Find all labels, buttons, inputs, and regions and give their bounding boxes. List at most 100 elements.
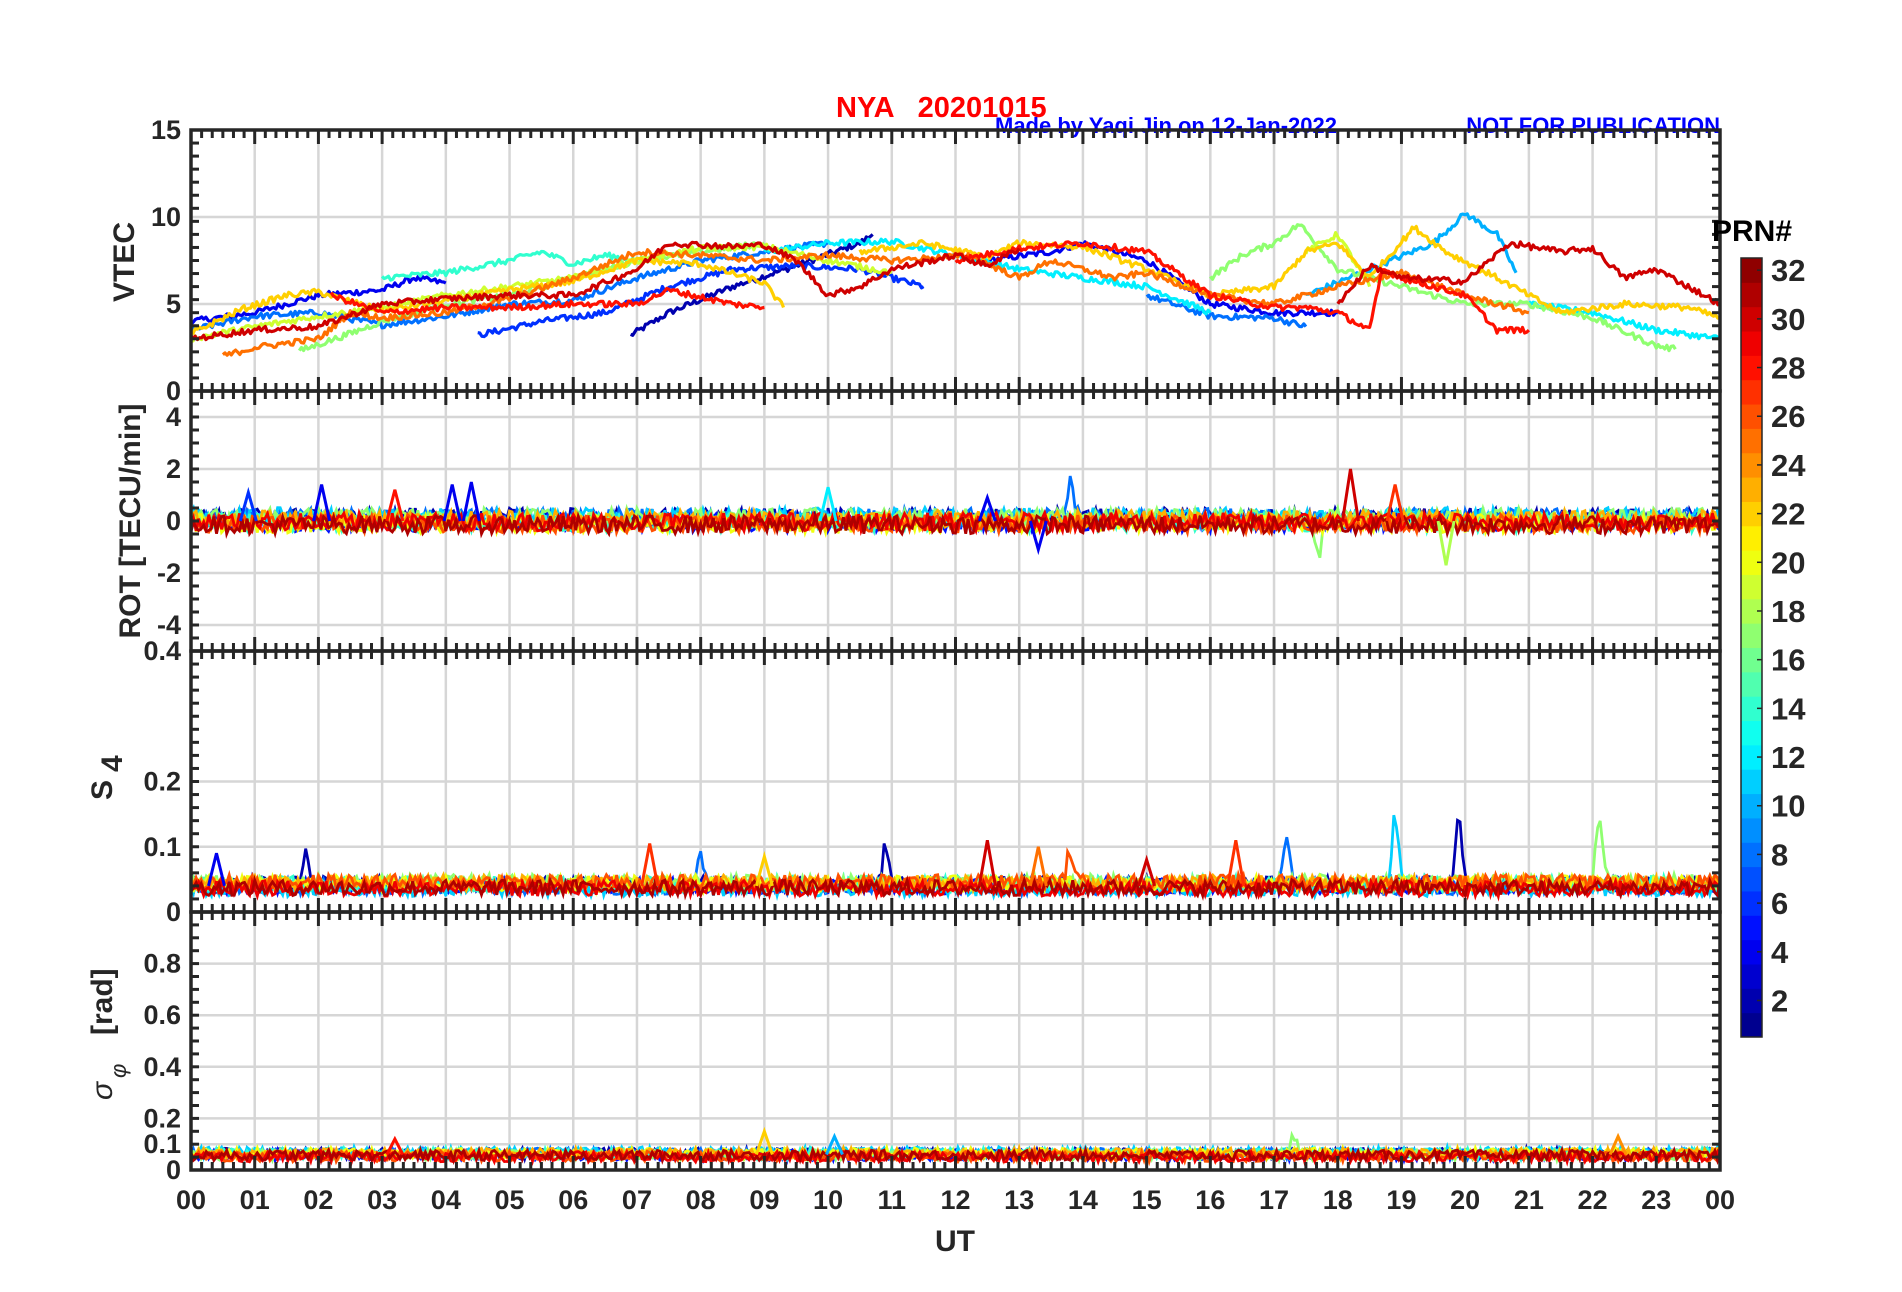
s4-spike-prn-30: [977, 839, 997, 887]
x-tick-label: 06: [558, 1185, 588, 1215]
rot-axis-label: ROT [TECU/min]: [114, 404, 147, 639]
vtec-trace-prn-2: [629, 233, 874, 337]
colorbar-swatch-prn-6: [1741, 890, 1762, 916]
x-tick-label: 03: [367, 1185, 397, 1215]
x-tick-label: 00: [1705, 1185, 1735, 1215]
colorbar-tick-label: 6: [1771, 886, 1788, 921]
rot-ytick-label: 0: [166, 506, 181, 536]
colorbar-swatch-prn-9: [1741, 817, 1762, 843]
colorbar-swatch-prn-24: [1741, 452, 1762, 478]
rot-ytick-label: -4: [157, 610, 181, 640]
sigma_phi-ytick-label: 0.6: [143, 1000, 181, 1030]
x-tick-label: 20: [1450, 1185, 1480, 1215]
colorbar-tick-label: 4: [1771, 935, 1789, 970]
sigma_phi-ytick-label: 0.1: [143, 1129, 181, 1159]
vtec-trace-prn-17: [1209, 223, 1677, 353]
sigma_phi-ytick-label: 0: [166, 1155, 181, 1185]
colorbar-swatch-prn-31: [1741, 282, 1762, 308]
colorbar-swatch-prn-26: [1741, 404, 1762, 429]
s4-ytick-label: 0.2: [143, 767, 181, 797]
sigma-label-main: σ: [86, 1080, 119, 1100]
vtec-trace-prn-30: [189, 240, 1021, 342]
vtec-ytick-label: 5: [166, 289, 181, 319]
colorbar-swatch-prn-12: [1741, 744, 1762, 770]
rot-spike-prn-4: [312, 484, 332, 522]
vtec-trace-prn-14: [380, 249, 638, 282]
s4-spike-prn-25: [1028, 846, 1048, 887]
colorbar-swatch-prn-30: [1741, 306, 1762, 332]
vtec-trace-prn-8: [189, 240, 829, 333]
s4-label-sub: 4: [96, 755, 129, 772]
colorbar-tick-label: 14: [1771, 691, 1806, 726]
colorbar-swatch-prn-27: [1741, 379, 1762, 405]
vtec-ytick-label: 0: [166, 376, 181, 406]
colorbar-tick-label: 10: [1771, 789, 1805, 824]
x-tick-label: 22: [1578, 1185, 1608, 1215]
x-tick-label: 05: [495, 1185, 525, 1215]
s4-spike-prn-27: [1226, 839, 1246, 887]
vtec-trace-prn-28: [954, 240, 1531, 335]
x-tick-label: 11: [878, 1185, 907, 1215]
rot-spike-prn-4: [977, 492, 997, 522]
x-tick-label: 12: [940, 1185, 970, 1215]
vtec-trace-prn-10: [1305, 212, 1518, 296]
s4-axis-label: S 4: [86, 755, 129, 800]
vtec-trace-prn-6: [477, 261, 925, 339]
sigma_phi-spike-prn-10: [825, 1132, 844, 1156]
colorbar-swatch-prn-14: [1741, 696, 1762, 722]
colorbar-swatch-prn-16: [1741, 647, 1762, 673]
colorbar-swatch-prn-15: [1741, 671, 1762, 697]
colorbar-tick-label: 2: [1771, 983, 1788, 1018]
s4-spike-prn-4: [207, 852, 226, 887]
rot-ytick-label: -2: [157, 558, 181, 588]
colorbar-swatch-prn-32: [1741, 258, 1762, 283]
sigma_phi-spike-prn-22: [754, 1126, 774, 1156]
rot-ytick-label: 4: [166, 402, 181, 432]
rot-spike-prn-6: [238, 486, 258, 522]
colorbar-tick-label: 30: [1771, 302, 1805, 337]
sigma_phi-spike-prn-24: [1608, 1132, 1628, 1156]
x-tick-label: 13: [1004, 1185, 1034, 1215]
axes-frames: [189, 128, 1722, 1172]
sigma-label-unit: [rad]: [86, 968, 119, 1035]
rot-spike-prn-12: [818, 486, 838, 522]
x-tick-label: 18: [1323, 1185, 1353, 1215]
colorbar-swatch-prn-5: [1741, 915, 1762, 941]
vtec-trace-prn-30: [1336, 240, 1721, 307]
sigma_phi-ytick-label: 0.2: [143, 1103, 181, 1133]
rot-spike-prn-18: [1436, 520, 1456, 566]
colorbar-swatch-prn-23: [1741, 477, 1762, 502]
colorbar-swatch-prn-3: [1741, 963, 1762, 989]
rot-ytick-label: 2: [166, 454, 181, 484]
colorbar-swatch-prn-20: [1741, 550, 1762, 575]
x-tick-label: 16: [1195, 1185, 1225, 1215]
colorbar-tick-label: 26: [1771, 399, 1805, 434]
chart-title: NYA 20201015: [836, 92, 1047, 124]
s4-ytick-label: 0: [166, 897, 181, 927]
data-traces: [189, 212, 1722, 1167]
rot-spike-prn-27: [1385, 484, 1405, 522]
x-tick-label: 14: [1068, 1185, 1098, 1215]
s4-spike-prn-27: [640, 843, 660, 887]
colorbar-tick-label: 32: [1771, 253, 1805, 288]
colorbar-swatch-prn-29: [1741, 331, 1762, 356]
colorbar-swatch-prn-10: [1741, 793, 1762, 819]
vtec-trace-prn-12: [1527, 300, 1721, 341]
x-tick-label: 17: [1259, 1185, 1289, 1215]
vtec-trace-prn-25: [221, 248, 1530, 357]
rot-spike-prn-30: [1341, 468, 1360, 522]
rot-spike-prn-4: [461, 481, 481, 522]
vtec-ytick-label: 15: [151, 115, 181, 145]
sigma_phi-ytick-label: 0.8: [143, 949, 181, 979]
colorbar-swatch-prn-21: [1741, 525, 1762, 551]
s4-spike-prn-30: [1137, 854, 1157, 887]
x-tick-label: 08: [686, 1185, 716, 1215]
vtec-trace-prn-22: [858, 224, 1721, 320]
x-tick-label: 00: [176, 1185, 206, 1215]
colorbar-tick-label: 20: [1771, 545, 1805, 580]
x-tick-label: 09: [749, 1185, 779, 1215]
sigma-label-sub: φ: [106, 1064, 131, 1078]
sigma_phi-ytick-label: 0.4: [143, 1052, 181, 1082]
